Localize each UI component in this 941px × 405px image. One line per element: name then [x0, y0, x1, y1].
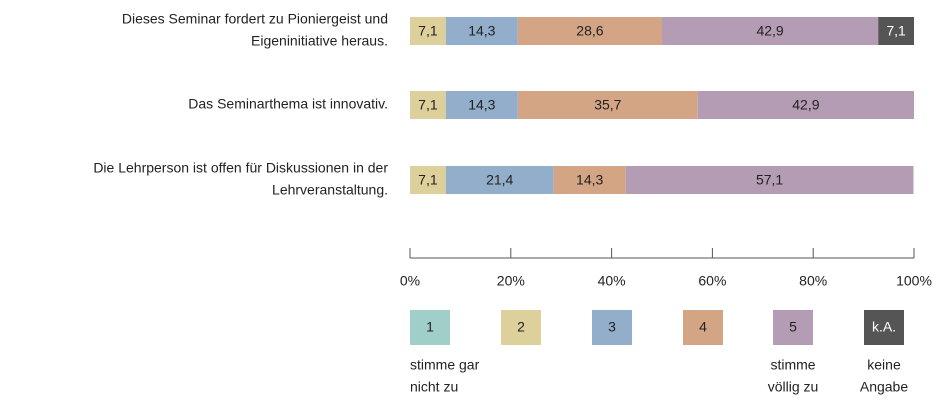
x-tick-label: 60% [698, 273, 726, 289]
bar-segment [697, 91, 914, 119]
bar-segment [662, 17, 879, 45]
legend-label: 5 [789, 319, 797, 335]
legend-swatch [501, 310, 541, 345]
legend-swatch [410, 310, 450, 345]
bar-segment [410, 91, 446, 119]
legend-description: keine [867, 357, 901, 373]
legend-label: 1 [426, 319, 434, 335]
value-label: 21,4 [486, 172, 513, 188]
value-label: 35,7 [594, 97, 621, 113]
bar-segment [517, 17, 662, 45]
bar-segment [553, 166, 626, 194]
legend-label: 3 [608, 319, 616, 335]
legend-description: völlig zu [768, 379, 819, 395]
x-tick-label: 80% [799, 273, 827, 289]
bar-segment [878, 17, 914, 45]
bar-segment [517, 91, 698, 119]
value-label: 7,1 [418, 172, 438, 188]
bar-segment [445, 166, 554, 194]
bar-segment [445, 91, 518, 119]
bar-segment [410, 166, 446, 194]
legend-swatch [773, 310, 813, 345]
value-label: 42,9 [792, 97, 819, 113]
category-label: Die Lehrperson ist offen für Diskussione… [93, 160, 388, 176]
legend-swatch [592, 310, 632, 345]
legend-label: 4 [699, 319, 707, 335]
legend-swatch [864, 310, 904, 345]
category-label: Dieses Seminar fordert zu Pioniergeist u… [122, 11, 388, 27]
x-tick-label: 100% [896, 273, 932, 289]
legend-description: Angabe [860, 379, 908, 395]
value-label: 14,3 [576, 172, 603, 188]
bar-segment [445, 17, 518, 45]
value-label: 42,9 [756, 23, 783, 39]
x-tick-label: 40% [598, 273, 626, 289]
value-label: 7,1 [418, 23, 438, 39]
value-label: 57,1 [756, 172, 783, 188]
value-label: 7,1 [886, 23, 906, 39]
value-label: 14,3 [468, 97, 495, 113]
value-label: 28,6 [576, 23, 603, 39]
x-tick-label: 0% [400, 273, 420, 289]
category-label: Eigeninitiative heraus. [251, 33, 388, 49]
legend-description: stimme [770, 357, 815, 373]
category-label: Lehrveranstaltung. [272, 182, 388, 198]
legend-swatch [683, 310, 723, 345]
legend-label: k.A. [872, 319, 896, 335]
bar-segment [625, 166, 914, 194]
value-label: 7,1 [418, 97, 438, 113]
legend-description: stimme gar [410, 357, 480, 373]
bar-segment [410, 17, 446, 45]
legend-label: 2 [517, 319, 525, 335]
legend-description: nicht zu [410, 379, 458, 395]
x-tick-label: 20% [497, 273, 525, 289]
category-label: Das Seminarthema ist innovativ. [188, 96, 388, 112]
value-label: 14,3 [468, 23, 495, 39]
